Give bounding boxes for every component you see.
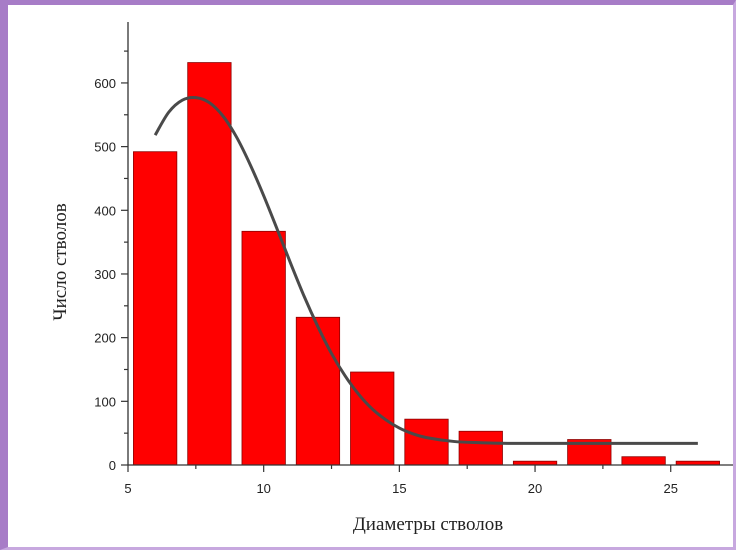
y-axis-title: Число стволов bbox=[50, 203, 71, 320]
y-tick-label: 0 bbox=[109, 458, 116, 473]
bar-2 bbox=[187, 62, 232, 466]
x-tick-label: 15 bbox=[392, 481, 406, 496]
x-tick-label: 5 bbox=[124, 481, 131, 496]
bar-6 bbox=[404, 418, 449, 466]
y-tick-label: 600 bbox=[94, 76, 116, 91]
y-tick-label: 300 bbox=[94, 267, 116, 282]
x-tick-label: 10 bbox=[256, 481, 270, 496]
bar-1 bbox=[133, 151, 178, 466]
fit-curve-line bbox=[153, 95, 698, 445]
x-tick-label: 20 bbox=[528, 481, 542, 496]
bar-5 bbox=[350, 371, 395, 466]
x-tick-label: 25 bbox=[663, 481, 677, 496]
x-axis-title: Диаметры стволов bbox=[353, 514, 503, 535]
bars-layer bbox=[133, 62, 720, 466]
bar-3 bbox=[241, 230, 286, 466]
y-tick-label: 500 bbox=[94, 140, 116, 155]
y-ticks-layer: 0 100 200 300 400 500 600 bbox=[94, 50, 128, 473]
y-tick-label: 400 bbox=[94, 203, 116, 218]
y-tick-label: 100 bbox=[94, 394, 116, 409]
bar-7 bbox=[458, 430, 503, 466]
y-tick-label: 200 bbox=[94, 331, 116, 346]
bar-10 bbox=[621, 456, 666, 466]
bar-4 bbox=[295, 316, 341, 466]
x-ticks-layer: 5 10 15 20 25 bbox=[124, 465, 678, 496]
